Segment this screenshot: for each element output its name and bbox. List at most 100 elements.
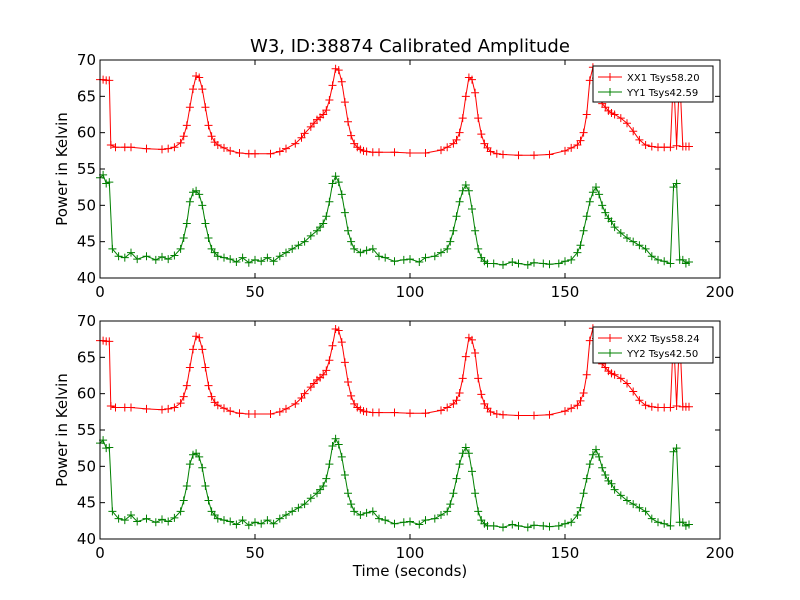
series-1-group — [96, 324, 693, 420]
data-point — [629, 127, 638, 136]
data-point — [207, 392, 216, 401]
data-point — [251, 518, 259, 527]
data-point — [455, 460, 464, 469]
data-point — [337, 77, 346, 86]
data-point — [468, 75, 476, 84]
y-tick-label: 50 — [77, 196, 96, 214]
data-point — [499, 150, 507, 159]
data-point — [266, 149, 275, 158]
data-point — [340, 208, 349, 217]
data-point — [539, 259, 548, 268]
data-point — [334, 440, 343, 449]
data-point — [474, 114, 483, 123]
data-point — [331, 434, 340, 443]
data-point — [629, 500, 638, 509]
data-point — [567, 255, 576, 264]
data-point — [616, 374, 625, 383]
legend: XX2 Tsys58.24 YY2 Tsys42.50 — [592, 326, 714, 364]
data-point — [213, 514, 222, 523]
data-point — [672, 444, 681, 453]
y-tick-label: 70 — [77, 312, 96, 330]
data-point — [179, 392, 188, 401]
data-point — [610, 485, 619, 494]
data-point — [319, 370, 328, 379]
data-point — [523, 523, 532, 532]
data-point — [635, 135, 644, 144]
data-point — [185, 460, 194, 469]
y-tick-label: 55 — [77, 160, 96, 178]
data-point — [672, 179, 681, 188]
data-point — [235, 409, 244, 418]
data-point — [288, 244, 297, 253]
data-point — [598, 463, 607, 472]
data-point — [170, 403, 179, 412]
data-point — [263, 253, 272, 262]
data-point — [120, 253, 129, 262]
y-tick-label: 40 — [77, 530, 96, 548]
data-point — [151, 518, 160, 527]
data-point — [647, 514, 656, 523]
data-point — [595, 452, 604, 461]
data-point — [458, 374, 467, 383]
data-point — [635, 241, 644, 250]
data-point — [375, 514, 383, 523]
data-point — [213, 252, 222, 261]
data-point — [449, 226, 458, 235]
data-point — [601, 208, 610, 217]
data-point — [406, 255, 414, 264]
data-point — [530, 258, 538, 267]
data-point — [337, 452, 346, 461]
data-point — [477, 390, 486, 399]
data-point — [334, 178, 343, 187]
data-point — [486, 407, 495, 416]
data-point — [257, 257, 266, 266]
data-point — [133, 255, 142, 264]
data-point — [294, 503, 303, 512]
data-point — [430, 252, 439, 261]
data-point — [158, 515, 166, 524]
data-point — [390, 148, 399, 157]
data-point — [362, 147, 371, 156]
data-point — [607, 217, 616, 226]
data-point — [654, 518, 662, 527]
data-point — [127, 403, 135, 412]
data-point — [158, 145, 166, 154]
data-point — [127, 248, 135, 257]
data-point — [685, 402, 693, 411]
data-point — [300, 500, 309, 509]
data-point — [399, 255, 408, 264]
x-tick-label: 150 — [551, 544, 580, 562]
data-point — [105, 178, 114, 187]
data-point — [325, 356, 334, 365]
data-point — [641, 244, 650, 253]
data-point — [666, 403, 675, 412]
data-point — [623, 119, 631, 128]
data-point — [220, 253, 228, 262]
data-point — [545, 260, 554, 269]
data-point — [347, 131, 356, 140]
y-tick-label: 60 — [77, 385, 96, 403]
data-point — [189, 85, 197, 94]
data-point — [334, 66, 343, 75]
data-point — [142, 514, 151, 523]
data-point — [554, 521, 563, 530]
data-point — [176, 507, 185, 516]
data-point — [328, 441, 337, 450]
data-point — [226, 407, 235, 416]
data-point — [508, 258, 517, 267]
data-point — [458, 114, 467, 123]
data-point — [573, 141, 582, 150]
data-point — [232, 258, 241, 267]
data-point — [480, 139, 489, 148]
data-point — [204, 496, 213, 505]
data-point — [514, 151, 523, 160]
data-point — [189, 345, 197, 354]
data-point — [322, 106, 331, 115]
data-point — [362, 246, 371, 255]
data-point — [204, 121, 213, 130]
data-point — [595, 190, 604, 199]
data-point — [179, 234, 188, 243]
data-point — [297, 133, 306, 142]
data-point — [164, 404, 173, 413]
data-point — [461, 92, 470, 101]
